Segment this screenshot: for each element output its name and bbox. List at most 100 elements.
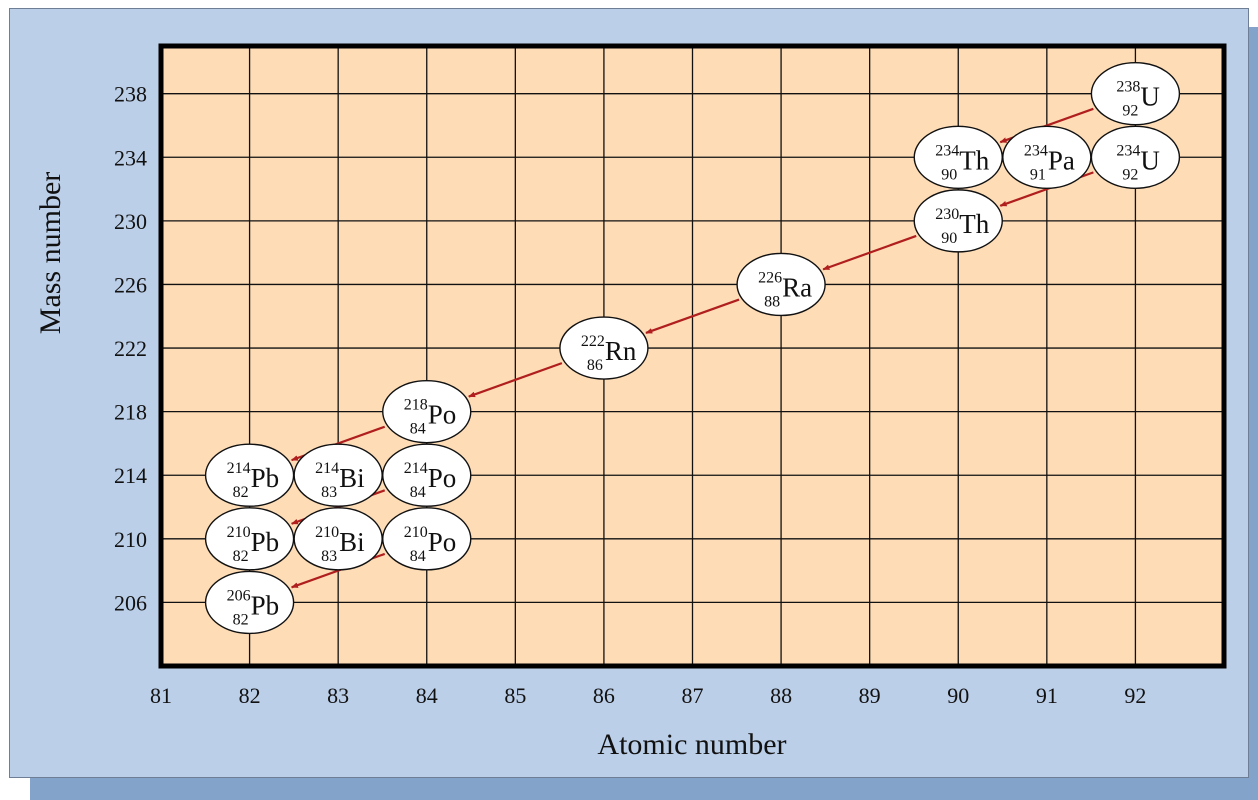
x-tick-label: 85: [504, 683, 526, 708]
element-symbol: Pb: [251, 463, 280, 493]
nuclide-node: 210 83 Bi: [293, 507, 383, 571]
y-axis-ticks: 206 210 214 218 222 226 230 234 238: [114, 82, 147, 616]
nuclide-ellipse: [204, 570, 295, 635]
nuclide-node: 218 84 Po: [382, 379, 472, 444]
x-tick-label: 92: [1124, 683, 1146, 708]
nuclide-node: 238 92 U: [1090, 61, 1181, 126]
atomic-number-label: 83: [321, 548, 337, 565]
y-tick-label: 206: [114, 590, 147, 615]
x-tick-label: 84: [416, 683, 438, 708]
decay-arrow: [822, 234, 917, 271]
atomic-number-label: 82: [233, 611, 249, 628]
element-symbol: Bi: [339, 463, 365, 493]
nuclide-ellipse: [736, 252, 826, 317]
element-symbol: Ra: [782, 272, 812, 302]
atomic-number-label: 90: [941, 166, 957, 183]
y-tick-label: 210: [114, 527, 147, 552]
nuclide-ellipse: [1090, 61, 1181, 126]
atomic-number-label: 88: [764, 293, 780, 310]
y-tick-label: 222: [114, 336, 147, 361]
nuclide-node: 222 86 Rn: [559, 316, 649, 380]
mass-number-label: 230: [935, 206, 959, 223]
x-tick-label: 90: [947, 683, 969, 708]
element-symbol: Bi: [339, 527, 365, 557]
mass-number-label: 206: [227, 587, 251, 604]
atomic-number-label: 92: [1122, 166, 1138, 183]
y-tick-label: 226: [114, 272, 147, 297]
nuclide-node: 214 83 Bi: [293, 443, 383, 507]
element-symbol: Po: [428, 400, 457, 430]
nuclide-ellipse: [559, 316, 649, 380]
mass-number-label: 210: [404, 524, 428, 541]
element-symbol: Th: [959, 209, 989, 239]
x-tick-label: 87: [682, 683, 704, 708]
nuclide-node: 230 90 Th: [913, 189, 1003, 253]
mass-number-label: 214: [404, 460, 428, 477]
mass-number-label: 210: [227, 524, 251, 541]
y-tick-label: 234: [114, 145, 147, 170]
mass-number-label: 218: [404, 397, 428, 414]
element-symbol: Th: [959, 145, 989, 175]
mass-number-label: 214: [227, 460, 251, 477]
nuclide-node: 214 84 Po: [382, 443, 472, 507]
nuclide-node: 234 91 Pa: [1002, 125, 1092, 189]
mass-number-label: 234: [1024, 142, 1048, 159]
mass-number-label: 234: [1116, 142, 1140, 159]
nuclide-ellipse: [913, 189, 1003, 253]
mass-number-label: 210: [315, 524, 339, 541]
x-tick-label: 82: [239, 683, 261, 708]
element-symbol: Pb: [251, 527, 280, 557]
mass-number-label: 214: [315, 460, 339, 477]
y-tick-label: 214: [114, 463, 147, 488]
atomic-number-label: 82: [233, 548, 249, 565]
x-tick-label: 91: [1036, 683, 1058, 708]
x-tick-label: 83: [327, 683, 349, 708]
nuclide-ellipse: [382, 443, 472, 507]
atomic-number-label: 92: [1122, 103, 1138, 120]
element-symbol: Pa: [1048, 145, 1075, 175]
x-tick-label: 86: [593, 683, 615, 708]
nuclide-ellipse: [382, 507, 472, 571]
x-tick-label: 89: [859, 683, 881, 708]
nuclide-node: 210 84 Po: [382, 507, 472, 571]
y-tick-label: 238: [114, 82, 147, 107]
element-symbol: Pb: [251, 590, 280, 620]
nuclide-node: 214 82 Pb: [204, 443, 295, 507]
nuclide-node: 210 82 Pb: [204, 507, 295, 571]
atomic-number-label: 84: [410, 484, 426, 501]
atomic-number-label: 86: [587, 357, 603, 374]
atomic-number-label: 91: [1030, 166, 1046, 183]
mass-number-label: 226: [758, 269, 782, 286]
y-axis-label: Mass number: [34, 172, 67, 334]
nuclide-ellipse: [1090, 125, 1181, 189]
mass-number-label: 222: [581, 333, 605, 350]
element-symbol: Po: [428, 527, 457, 557]
element-symbol: U: [1140, 145, 1160, 175]
element-symbol: Rn: [605, 336, 637, 366]
atomic-number-label: 84: [410, 548, 426, 565]
plot-frame: [158, 43, 1227, 669]
x-tick-label: 81: [150, 683, 172, 708]
nuclide-ellipse: [382, 379, 472, 444]
nuclide-node: 226 88 Ra: [736, 252, 826, 317]
element-symbol: Po: [428, 463, 457, 493]
y-tick-label: 230: [114, 209, 147, 234]
atomic-number-label: 84: [410, 421, 426, 438]
nuclide-node: 206 82 Pb: [204, 570, 295, 635]
x-tick-label: 88: [770, 683, 792, 708]
x-axis-ticks: 81 82 83 84 85 86 87 88 89 90 91 92: [150, 683, 1146, 708]
y-tick-label: 218: [114, 400, 147, 425]
nuclide-node: 234 90 Th: [913, 125, 1003, 189]
atomic-number-label: 90: [941, 230, 957, 247]
decay-arrow: [468, 362, 563, 398]
element-symbol: U: [1140, 82, 1160, 112]
mass-number-label: 238: [1116, 79, 1140, 96]
atomic-number-label: 82: [233, 484, 249, 501]
atomic-number-label: 83: [321, 484, 337, 501]
nuclide-node: 234 92 U: [1090, 125, 1181, 189]
x-axis-label: Atomic number: [597, 728, 786, 761]
decay-arrow: [645, 298, 740, 335]
mass-number-label: 234: [935, 142, 959, 159]
